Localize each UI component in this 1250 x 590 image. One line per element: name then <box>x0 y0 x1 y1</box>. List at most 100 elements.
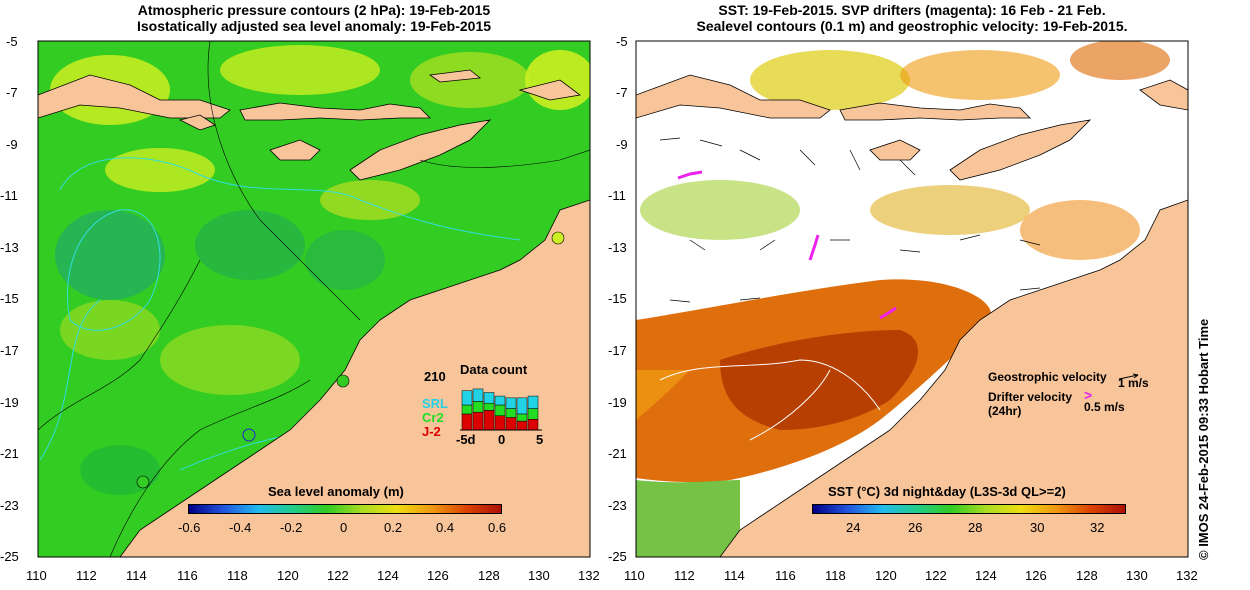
left-title-line2: Isostatically adjusted sea level anomaly… <box>136 18 492 34</box>
right-title-line2: Sealevel contours (0.1 m) and geostrophi… <box>696 18 1128 34</box>
right-y-tick: -11 <box>608 188 626 203</box>
left-y-tick: -13 <box>0 240 19 255</box>
sla-tick: 0.4 <box>436 520 455 535</box>
data-count-bar-cr2 <box>472 401 484 413</box>
right-x-axis: 110 112 114 116 118 120 122 124 126 128 … <box>624 568 1198 586</box>
right-x-tick: 110 <box>624 568 645 583</box>
data-count-bar-srl <box>527 395 539 409</box>
data-count-bar-srl <box>472 388 484 402</box>
left-y-tick: -11 <box>0 188 18 203</box>
left-x-tick: 118 <box>227 568 248 583</box>
right-x-tick: 126 <box>1025 568 1047 583</box>
data-count-bar-j2 <box>472 411 484 431</box>
data-count-bar-cr2 <box>516 413 528 422</box>
data-count-xtick: 0 <box>498 432 506 447</box>
left-y-tick: -21 <box>0 446 19 461</box>
sst-colorbar-label: SST (°C) 3d night&day (L3S-3d QL>=2) <box>828 484 1066 499</box>
right-x-tick: 132 <box>1176 568 1198 583</box>
left-x-tick: 126 <box>427 568 449 583</box>
data-count-max: 210 <box>424 369 446 384</box>
sst-colorbar <box>812 504 1126 514</box>
right-y-tick: -5 <box>616 34 628 49</box>
left-y-tick: -5 <box>6 34 18 49</box>
data-count-bars <box>460 388 542 431</box>
data-count-bar-j2 <box>461 413 473 431</box>
right-x-tick: 120 <box>875 568 897 583</box>
right-x-tick: 114 <box>724 568 745 583</box>
right-y-tick: -17 <box>608 343 627 358</box>
mission-srl: SRL <box>422 396 448 411</box>
sst-tick: 24 <box>846 520 861 535</box>
sla-tick: 0.2 <box>384 520 403 535</box>
left-x-tick: 120 <box>277 568 299 583</box>
data-count-bar-srl <box>483 392 495 404</box>
drifter-arrow-icon: > <box>1084 387 1093 403</box>
left-y-tick: -7 <box>6 85 18 100</box>
sla-tick: -0.4 <box>229 520 252 535</box>
left-x-tick: 116 <box>177 568 198 583</box>
right-x-tick: 122 <box>925 568 947 583</box>
sla-tick: 0.6 <box>488 520 507 535</box>
data-count-bar-cr2 <box>505 408 517 418</box>
right-x-tick: 128 <box>1076 568 1098 583</box>
right-x-tick: 118 <box>825 568 846 583</box>
left-x-tick: 130 <box>528 568 550 583</box>
data-count-bar-cr2 <box>461 404 473 415</box>
left-y-tick: -17 <box>0 343 19 358</box>
right-y-tick: -7 <box>616 85 628 100</box>
right-y-tick: -23 <box>608 498 627 513</box>
left-x-tick: 128 <box>478 568 500 583</box>
left-x-tick: 122 <box>327 568 349 583</box>
mission-j2: J-2 <box>422 424 441 439</box>
drifter-label-1: Drifter velocity <box>988 390 1073 404</box>
sst-tick: 26 <box>908 520 923 535</box>
sla-tick: 0 <box>340 520 348 535</box>
right-y-tick: -21 <box>608 446 627 461</box>
data-count-bar-j2 <box>527 419 539 431</box>
data-count-bar-srl <box>505 397 517 409</box>
right-title-line1: SST: 19-Feb-2015. SVP drifters (magenta)… <box>718 2 1106 18</box>
sla-colorbar-label: Sea level anomaly (m) <box>268 484 404 499</box>
sst-tick: 32 <box>1090 520 1105 535</box>
left-x-tick: 114 <box>126 568 147 583</box>
sea-level-anomaly-map <box>37 40 591 558</box>
data-count-bar-srl <box>461 390 473 406</box>
sla-colorbar <box>188 504 502 514</box>
data-count-bar-j2 <box>516 420 528 431</box>
left-y-tick: -25 <box>0 549 19 564</box>
sst-tick: 28 <box>968 520 983 535</box>
data-count-bar-j2 <box>483 410 495 431</box>
data-count-bar-j2 <box>505 417 517 431</box>
left-x-tick: 112 <box>76 568 97 583</box>
left-x-axis: 110 112 114 116 118 120 122 124 126 128 … <box>26 568 600 586</box>
right-y-tick: -13 <box>608 240 627 255</box>
data-count-inset: Data count 210 SRL Cr2 J-2 -5d 0 5 <box>418 360 548 450</box>
mission-cr2: Cr2 <box>422 410 444 425</box>
sst-tick: 30 <box>1030 520 1045 535</box>
right-x-tick: 130 <box>1126 568 1148 583</box>
right-y-tick: -9 <box>616 137 628 152</box>
left-x-tick: 124 <box>377 568 399 583</box>
sla-tick: -0.2 <box>280 520 303 535</box>
data-count-bar-srl <box>494 395 506 406</box>
sla-colorbar-ticks: -0.6 -0.4 -0.2 0 0.2 0.4 0.6 <box>178 520 506 536</box>
left-y-tick: -19 <box>0 395 19 410</box>
right-y-tick: -25 <box>608 549 627 564</box>
right-x-tick: 124 <box>975 568 997 583</box>
sst-colorbar-ticks: 24 26 28 30 32 <box>812 520 1124 536</box>
credit-text: © IMOS 24-Feb-2015 09:33 Hobart Time <box>1196 318 1211 560</box>
data-count-bar-srl <box>516 397 528 415</box>
sst-map <box>635 40 1189 558</box>
data-count-bar-cr2 <box>483 402 495 411</box>
sla-tick: -0.6 <box>178 520 201 535</box>
data-count-title: Data count <box>460 362 528 377</box>
left-x-tick: 110 <box>26 568 47 583</box>
drifter-label-2: (24hr) <box>988 404 1022 418</box>
right-y-tick: -19 <box>608 395 627 410</box>
drifter-scale: 0.5 m/s <box>1084 400 1125 414</box>
geostrophic-scale: 1 m/s <box>1118 376 1149 390</box>
data-count-xtick: -5d <box>456 432 476 447</box>
data-count-bar-j2 <box>494 415 506 431</box>
left-title: Atmospheric pressure contours (2 hPa): 1… <box>38 2 590 34</box>
geostrophic-label: Geostrophic velocity <box>988 370 1107 384</box>
